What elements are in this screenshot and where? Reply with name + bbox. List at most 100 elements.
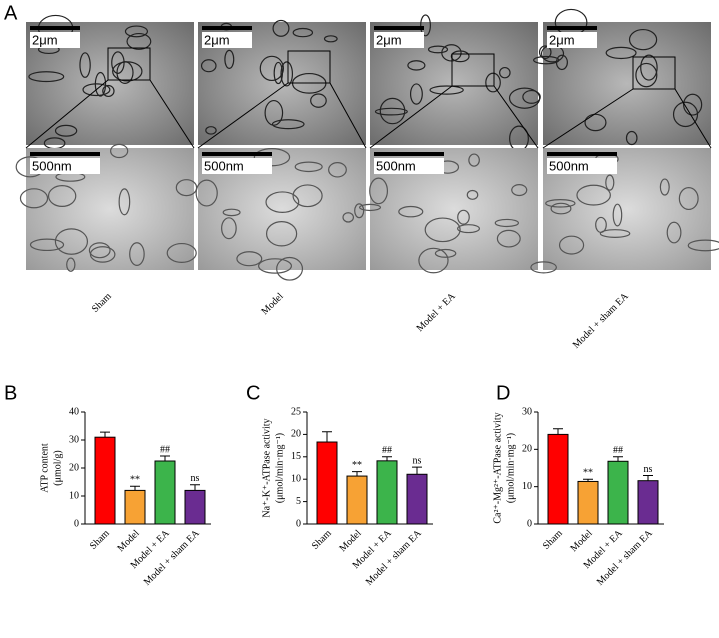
- scale-bar: [547, 26, 597, 30]
- scale-bar: [374, 26, 424, 30]
- organelle: [54, 228, 89, 255]
- zoom-line: [329, 82, 367, 149]
- organelle: [294, 161, 323, 173]
- significance: **: [352, 460, 362, 471]
- scale-label: 500nm: [376, 158, 416, 173]
- significance: ns: [413, 455, 422, 466]
- organelle: [166, 242, 197, 263]
- significance: **: [583, 467, 593, 478]
- y-axis-label: Ca²⁺-Mg²⁺-ATPase activity: [492, 412, 503, 523]
- panel-label: A: [4, 2, 18, 24]
- y-axis-label: Na⁺-K⁺-ATPase activity: [261, 418, 272, 517]
- zoom-box: [632, 56, 676, 90]
- error-bar: [190, 484, 200, 491]
- organelle: [112, 61, 143, 82]
- organelle: [605, 46, 637, 60]
- bar: [154, 460, 176, 525]
- y-tick-label: 10: [522, 481, 532, 492]
- zoom-box: [451, 53, 495, 87]
- bar: [346, 475, 368, 525]
- organelle: [264, 99, 284, 126]
- organelle: [200, 59, 217, 73]
- error-bar: [100, 431, 110, 438]
- organelle: [54, 124, 78, 137]
- organelle: [555, 54, 568, 71]
- organelle: [66, 257, 76, 272]
- organelle: [576, 184, 611, 206]
- scale-box: [202, 32, 252, 48]
- group-label: Model + sham EA: [571, 290, 631, 350]
- y-tick-label: 20: [522, 444, 532, 455]
- organelle: [369, 177, 389, 205]
- organelle: [47, 185, 77, 207]
- organelle: [374, 107, 408, 116]
- organelle: [584, 113, 607, 132]
- organelle: [359, 203, 382, 212]
- bar: [124, 489, 146, 525]
- organelle: [457, 209, 470, 225]
- scale-box: [547, 32, 597, 48]
- group-label: Sham: [90, 291, 114, 315]
- organelle: [28, 71, 65, 83]
- bar: [94, 436, 116, 525]
- zoom-line: [197, 82, 289, 149]
- bar: [577, 480, 599, 525]
- scale-bar: [202, 26, 252, 30]
- bar: [607, 460, 629, 525]
- organelle: [558, 235, 585, 255]
- scale-label: 500nm: [204, 158, 244, 173]
- organelle: [605, 174, 615, 191]
- y-tick-label: 10: [69, 490, 79, 501]
- organelle: [418, 247, 449, 274]
- error-bar: [352, 471, 362, 477]
- organelle: [79, 52, 91, 78]
- scale-box: [30, 32, 80, 48]
- panel-label: C: [246, 382, 260, 404]
- organelle: [379, 97, 406, 125]
- scale-box: [30, 158, 100, 174]
- organelle: [496, 229, 521, 248]
- organelle: [354, 203, 365, 219]
- organelle: [409, 83, 423, 105]
- organelle: [595, 216, 607, 233]
- organelle: [342, 212, 355, 223]
- scale-box: [374, 32, 424, 48]
- organelle: [118, 188, 131, 216]
- panel-label: D: [496, 382, 510, 404]
- zoom-line: [25, 79, 109, 149]
- organelle: [82, 83, 111, 97]
- organelle: [236, 251, 263, 267]
- scale-label: 500nm: [549, 158, 589, 173]
- x-tick-label: Model + sham EA: [364, 527, 424, 587]
- y-tick-label: 0: [527, 518, 532, 529]
- zoom-line: [674, 88, 712, 149]
- y-tick-label: 25: [291, 406, 301, 417]
- organelle: [672, 101, 699, 128]
- organelle: [530, 261, 557, 274]
- y-tick-label: 0: [296, 518, 301, 529]
- organelle: [271, 119, 305, 130]
- error-bar: [643, 474, 653, 481]
- significance: ##: [160, 444, 170, 455]
- organelle: [265, 220, 298, 247]
- group-label: Model + EA: [415, 290, 459, 334]
- error-bar: [613, 456, 623, 462]
- organelle: [466, 189, 479, 200]
- organelle: [195, 179, 218, 207]
- scale-label: 2μm: [32, 32, 58, 47]
- organelle: [19, 188, 49, 209]
- x-tick-label: Sham: [541, 528, 565, 552]
- x-tick-label: Sham: [88, 528, 112, 552]
- error-bar: [382, 456, 392, 461]
- organelle: [124, 25, 149, 38]
- y-tick-label: 40: [69, 406, 79, 417]
- y-tick-label: 5: [296, 496, 301, 507]
- y-axis-label: (μmol/g): [52, 450, 63, 485]
- scale-bar: [30, 26, 80, 30]
- scale-bar: [374, 152, 444, 156]
- organelle: [499, 66, 511, 79]
- error-bar: [553, 428, 563, 435]
- organelle: [323, 35, 338, 43]
- y-axis-label: (μmol/min·mg⁻¹): [505, 433, 516, 503]
